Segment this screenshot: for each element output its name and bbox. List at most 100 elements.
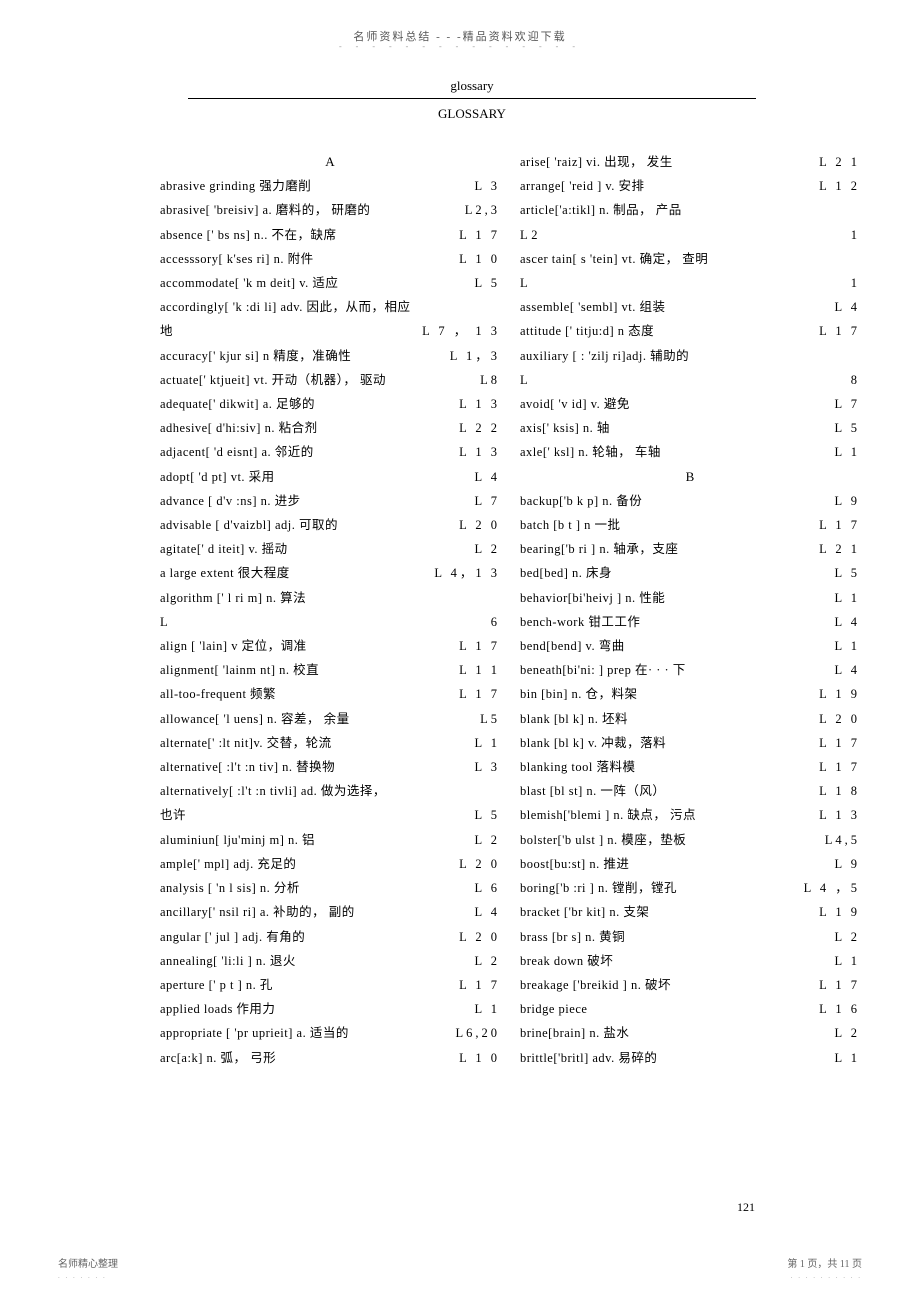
entry-term: blank [bl k] v. 冲裁，落料: [520, 731, 813, 755]
glossary-entry: abrasive grinding 强力磨削L 3: [160, 174, 500, 198]
entry-term: blemish['blemi ] n. 缺点， 污点: [520, 803, 813, 827]
entry-ref: L 2: [828, 1021, 860, 1045]
entry-term: bench-work 钳工工作: [520, 610, 828, 634]
entry-term: bracket ['br kit] n. 支架: [520, 900, 813, 924]
entry-ref: L 7: [828, 392, 860, 416]
entry-ref: L 1 8: [813, 779, 860, 803]
entry-term: advance [ d'v :ns] n. 进步: [160, 489, 468, 513]
glossary-entry: angular [' jul ] adj. 有角的L 2 0: [160, 925, 500, 949]
entry-term: accuracy[' kjur si] n 精度，准确性: [160, 344, 444, 368]
entry-ref: L 5: [828, 561, 860, 585]
entry-ref: L6,20: [449, 1021, 500, 1045]
glossary-entry: arise[ 'raiz] vi. 出现， 发生L 2 1: [520, 150, 860, 174]
entry-term: angular [' jul ] adj. 有角的: [160, 925, 453, 949]
entry-ref: L 1 2: [813, 174, 860, 198]
entry-term: accordingly[ 'k :di li] adv. 因此，从而，相应: [160, 295, 494, 319]
entry-term: bolster['b ulst ] n. 模座，垫板: [520, 828, 819, 852]
glossary-entry: arc[a:k] n. 弧， 弓形L 1 0: [160, 1046, 500, 1070]
entry-ref: L 3: [468, 755, 500, 779]
entry-ref: L 5: [468, 803, 500, 827]
glossary-entry: adhesive[ d'hi:siv] n. 粘合剂L 2 2: [160, 416, 500, 440]
entry-ref: L 1 7: [813, 973, 860, 997]
entry-term: 地: [160, 319, 416, 343]
entry-term: bridge piece: [520, 997, 813, 1021]
entry-term: appropriate [ 'pr uprieit] a. 适当的: [160, 1021, 449, 1045]
entry-ref: L 4: [828, 610, 860, 634]
entry-ref: L 1: [828, 1046, 860, 1070]
entry-ref: [494, 586, 500, 610]
entry-ref: L 1 0: [453, 1046, 500, 1070]
entry-term: avoid[ 'v id] v. 避免: [520, 392, 828, 416]
entry-term: abrasive[ 'breisiv] a. 磨料的， 研磨的: [160, 198, 459, 222]
entry-ref: L 1 3: [813, 803, 860, 827]
glossary-entry: bend[bend] v. 弯曲L 1: [520, 634, 860, 658]
glossary-entry: brittle['britl] adv. 易碎的L 1: [520, 1046, 860, 1070]
glossary-entry: bracket ['br kit] n. 支架L 1 9: [520, 900, 860, 924]
glossary-entry: arrange[ 'reid ] v. 安排L 1 2: [520, 174, 860, 198]
page-number: 121: [737, 1200, 755, 1215]
glossary-entry: accommodate[ 'k m deit] v. 适应L 5: [160, 271, 500, 295]
entry-ref: L 1 7: [813, 755, 860, 779]
entry-ref: [854, 198, 860, 222]
entry-term: boost[bu:st] n. 推进: [520, 852, 828, 876]
entry-term: L: [160, 610, 485, 634]
glossary-entry: aluminiun[ lju'minj m] n. 铝L 2: [160, 828, 500, 852]
entry-ref: L 1 3: [453, 440, 500, 464]
entry-term: brittle['britl] adv. 易碎的: [520, 1046, 828, 1070]
entry-ref: L 1 7: [453, 634, 500, 658]
entry-term: arc[a:k] n. 弧， 弓形: [160, 1046, 453, 1070]
glossary-entry: behavior[bi'heivj ] n. 性能L 1: [520, 586, 860, 610]
entry-term: aperture [' p t ] n. 孔: [160, 973, 453, 997]
glossary-entry: boost[bu:st] n. 推进L 9: [520, 852, 860, 876]
glossary-entry: applied loads 作用力L 1: [160, 997, 500, 1021]
footer-right: 第 1 页，共 11 页: [787, 1255, 862, 1270]
entry-term: actuate[' ktjueit] vt. 开动（机器）， 驱动: [160, 368, 474, 392]
glossary-entry: appropriate [ 'pr uprieit] a. 适当的L6,20: [160, 1021, 500, 1045]
glossary-entry: boring['b :ri ] n. 镗削，镗孔L 4 ，5: [520, 876, 860, 900]
entry-ref: L 2: [468, 537, 500, 561]
entry-ref: L 1: [828, 634, 860, 658]
entry-term: axis[' ksis] n. 轴: [520, 416, 828, 440]
entry-ref: L 4: [828, 658, 860, 682]
entry-term: align [ 'lain] v 定位，调准: [160, 634, 453, 658]
entry-term: boring['b :ri ] n. 镗削，镗孔: [520, 876, 798, 900]
entry-term: ancillary[' nsil ri] a. 补助的， 副的: [160, 900, 468, 924]
entry-term: attitude [' titju:d] n 态度: [520, 319, 813, 343]
entry-term: accesssory[ k'ses ri] n. 附件: [160, 247, 453, 271]
entry-term: behavior[bi'heivj ] n. 性能: [520, 586, 828, 610]
glossary-entry: bin [bin] n. 仓，料架L 1 9: [520, 682, 860, 706]
entry-ref: L 1 1: [453, 658, 500, 682]
entry-ref: 8: [845, 368, 860, 392]
entry-term: alignment[ 'lainm nt] n. 校直: [160, 658, 453, 682]
entry-term: bin [bin] n. 仓，料架: [520, 682, 813, 706]
glossary-entry: axle[' ksl] n. 轮轴， 车轴L 1: [520, 440, 860, 464]
entry-term: aluminiun[ lju'minj m] n. 铝: [160, 828, 468, 852]
entry-term: adjacent[ 'd eisnt] a. 邻近的: [160, 440, 453, 464]
glossary-entry: backup['b k p] n. 备份L 9: [520, 489, 860, 513]
glossary-entry: break down 破坏L 1: [520, 949, 860, 973]
glossary-entry: attitude [' titju:d] n 态度L 1 7: [520, 319, 860, 343]
glossary-entry: advance [ d'v :ns] n. 进步L 7: [160, 489, 500, 513]
entry-ref: [854, 344, 860, 368]
entry-term: 也许: [160, 803, 468, 827]
entry-ref: L 2 1: [813, 537, 860, 561]
entry-ref: L 2 0: [813, 707, 860, 731]
entry-ref: L 4: [828, 295, 860, 319]
glossary-entry: analysis [ 'n l sis] n. 分析L 6: [160, 876, 500, 900]
glossary-entry: adjacent[ 'd eisnt] a. 邻近的L 1 3: [160, 440, 500, 464]
glossary-entry: 也许L 5: [160, 803, 500, 827]
entry-ref: L 1: [828, 440, 860, 464]
entry-ref: L 2 0: [453, 925, 500, 949]
title-glossary-lower: glossary: [188, 78, 756, 99]
entry-term: analysis [ 'n l sis] n. 分析: [160, 876, 468, 900]
entry-ref: L8: [474, 368, 500, 392]
entry-ref: L 7: [468, 489, 500, 513]
entry-term: break down 破坏: [520, 949, 828, 973]
entry-term: bend[bend] v. 弯曲: [520, 634, 828, 658]
entry-term: backup['b k p] n. 备份: [520, 489, 828, 513]
entry-term: bearing['b ri ] n. 轴承，支座: [520, 537, 813, 561]
entry-term: absence [' bs ns] n.. 不在，缺席: [160, 223, 453, 247]
entry-ref: L 2: [468, 828, 500, 852]
entry-ref: L 2 2: [453, 416, 500, 440]
glossary-entry: adequate[' dikwit] a. 足够的L 1 3: [160, 392, 500, 416]
